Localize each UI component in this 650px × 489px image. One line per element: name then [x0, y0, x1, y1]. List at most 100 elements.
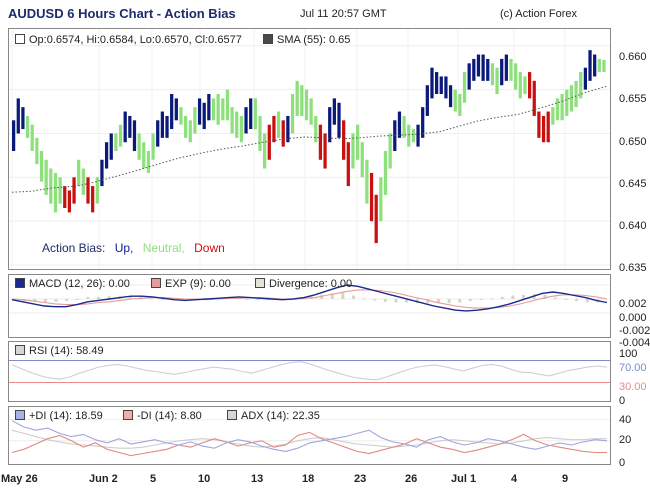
price-bar [160, 111, 164, 138]
price-bar [453, 89, 457, 112]
price-bar [407, 124, 411, 147]
rsi-ytick-low: 30.00 [619, 381, 647, 393]
price-bar [481, 54, 485, 81]
price-bar [123, 111, 127, 143]
price-bar [560, 94, 564, 121]
sma-legend: SMA (55): 0.65 [263, 34, 350, 47]
divergence-bar [150, 298, 154, 300]
price-bar [458, 94, 462, 116]
divergence-bar [97, 296, 100, 299]
x-tick-label: 5 [150, 473, 157, 485]
adx-legend-text: ADX (14): 22.35 [241, 410, 320, 422]
divergence-bar [437, 299, 440, 304]
price-bar [197, 98, 202, 125]
price-bar [263, 133, 267, 169]
price-bar [295, 80, 299, 116]
divergence-bar [543, 294, 547, 299]
price-bar [16, 98, 20, 134]
price-ytick: 0.655 [619, 93, 647, 105]
dmi-ytick: 40 [619, 414, 632, 426]
macd-plot [9, 284, 610, 314]
price-bar [551, 107, 555, 125]
exp-legend-text: EXP (9): 0.00 [165, 278, 231, 290]
price-bar [183, 115, 188, 138]
action-bias-legend: Action Bias: Up, Neutral, Down [42, 241, 225, 255]
price-bar [165, 115, 169, 138]
price-bar [411, 129, 416, 143]
price-bar [100, 159, 104, 187]
price-bar [444, 76, 448, 99]
price-bar [490, 63, 495, 86]
divergence-bar [75, 299, 79, 300]
di-minus-line [11, 431, 607, 457]
price-bar [207, 94, 211, 121]
rsi-ytick: 100 [619, 348, 638, 360]
price-bar [272, 115, 276, 143]
price-bar [425, 85, 429, 116]
price-bar [541, 115, 546, 143]
macd-ytick: 0.002 [619, 298, 647, 310]
price-bar [170, 94, 174, 130]
divergence-bar [383, 299, 387, 302]
price-bar [337, 102, 341, 138]
price-bar [258, 115, 262, 151]
price-bar [435, 72, 439, 94]
rsi-ytick: 0 [619, 395, 626, 407]
price-plot [9, 29, 610, 269]
divergence-bar [33, 299, 37, 302]
divergence-bar [362, 298, 366, 300]
price-bar [151, 133, 155, 160]
divergence-bar [330, 293, 334, 299]
price-bar [276, 111, 281, 138]
price-bar [146, 151, 151, 173]
price-bar [416, 124, 420, 147]
price-bar [388, 133, 392, 169]
x-tick-label: 10 [198, 473, 211, 485]
macd-panel: MACD (12, 26): 0.00 EXP (9): 0.00 Diverg… [8, 274, 611, 338]
price-bar [95, 177, 99, 204]
price-bar [569, 85, 574, 112]
price-bar [91, 186, 95, 213]
dmi-panel: +DI (14): 18.59 -DI (14): 8.80 ADX (14):… [8, 406, 611, 465]
price-bar [421, 107, 425, 138]
price-bar [109, 133, 113, 160]
price-bar [35, 137, 39, 165]
price-bar [211, 98, 216, 121]
price-bar [574, 80, 578, 108]
price-ytick: 0.645 [619, 178, 647, 190]
price-bar [253, 98, 257, 130]
rsi-swatch-icon [15, 345, 25, 355]
price-ytick: 0.660 [619, 51, 647, 63]
price-bar [523, 76, 527, 94]
price-bar [486, 58, 490, 81]
macd-swatch-icon [15, 278, 25, 288]
di-minus-legend: -DI (14): 8.80 [123, 410, 202, 423]
price-bar [39, 151, 44, 182]
price-bar [597, 58, 601, 73]
sma-line [11, 85, 608, 193]
price-bar [104, 142, 109, 169]
divergence-bar [128, 296, 132, 299]
price-bar [300, 85, 304, 116]
di-minus-legend-text: -DI (14): 8.80 [137, 410, 202, 422]
price-bar [565, 89, 569, 116]
price-bar [602, 59, 606, 73]
rsi-line [11, 361, 608, 381]
price-bar [365, 159, 369, 204]
price-bar [142, 142, 146, 169]
price-bar [500, 58, 504, 86]
divergence-bar [65, 299, 69, 302]
price-bar [555, 98, 560, 121]
ohlc-legend-text: Op:0.6574, Hi:0.6584, Lo:0.6570, Cl:0.65… [29, 34, 242, 46]
price-bar [114, 133, 118, 151]
price-bar [360, 142, 364, 178]
divergence-bar [160, 299, 164, 300]
price-bar [397, 111, 402, 138]
price-bar [12, 120, 16, 151]
dmi-ytick: 0 [619, 457, 626, 469]
price-bar [202, 102, 206, 130]
price-bar [244, 107, 248, 134]
exp-swatch-icon [151, 278, 161, 288]
price-bar [476, 54, 481, 77]
price-bar [318, 124, 323, 160]
